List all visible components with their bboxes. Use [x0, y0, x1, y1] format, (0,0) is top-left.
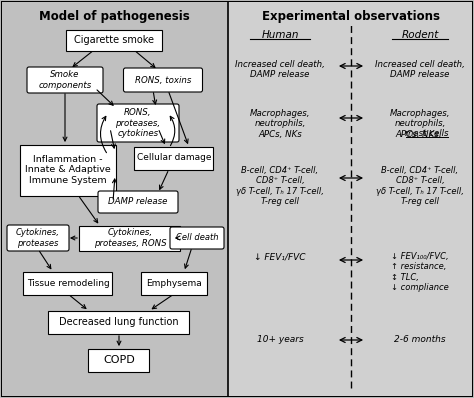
Text: Inflammation -
Innate & Adaptive
Immune System: Inflammation - Innate & Adaptive Immune … — [25, 155, 111, 185]
FancyBboxPatch shape — [89, 349, 149, 371]
Text: Smoke
components: Smoke components — [38, 70, 91, 90]
FancyBboxPatch shape — [124, 68, 202, 92]
Text: Macrophages,
neutrophils,
APCs, NKs,: Macrophages, neutrophils, APCs, NKs, — [390, 109, 450, 139]
Text: ↓ FEV₁/FVC: ↓ FEV₁/FVC — [254, 252, 306, 261]
Text: Tissue remodeling: Tissue remodeling — [27, 279, 109, 287]
Text: Macrophages,
neutrophils,
APCs, NKs: Macrophages, neutrophils, APCs, NKs — [250, 109, 310, 139]
FancyBboxPatch shape — [20, 144, 116, 195]
Text: mast cells: mast cells — [405, 129, 449, 138]
Text: Rodent: Rodent — [401, 30, 439, 40]
Text: 10+ years: 10+ years — [256, 335, 303, 344]
Text: 2-6 months: 2-6 months — [394, 335, 446, 344]
FancyBboxPatch shape — [170, 227, 224, 249]
FancyBboxPatch shape — [66, 29, 162, 51]
Text: Cigarette smoke: Cigarette smoke — [74, 35, 154, 45]
Text: Increased cell death,
DAMP release: Increased cell death, DAMP release — [235, 60, 325, 79]
FancyBboxPatch shape — [97, 104, 179, 142]
Bar — [228, 2, 472, 396]
Text: Cellular damage: Cellular damage — [137, 154, 211, 162]
FancyBboxPatch shape — [135, 146, 213, 170]
Text: COPD: COPD — [103, 355, 135, 365]
Text: Emphysema: Emphysema — [146, 279, 202, 287]
Text: RONS, toxins: RONS, toxins — [135, 76, 191, 84]
Text: Decreased lung function: Decreased lung function — [59, 317, 179, 327]
FancyBboxPatch shape — [24, 271, 112, 295]
Text: Cell death: Cell death — [176, 234, 218, 242]
FancyBboxPatch shape — [98, 191, 178, 213]
Text: Experimental observations: Experimental observations — [262, 10, 440, 23]
Text: ↓ FEV₁₀₀/FVC,
↑ resistance,
↕ TLC,
↓ compliance: ↓ FEV₁₀₀/FVC, ↑ resistance, ↕ TLC, ↓ com… — [391, 252, 449, 292]
Text: Increased cell death,
DAMP release: Increased cell death, DAMP release — [375, 60, 465, 79]
Text: Model of pathogenesis: Model of pathogenesis — [38, 10, 190, 23]
Text: DAMP release: DAMP release — [109, 197, 168, 207]
FancyBboxPatch shape — [141, 271, 207, 295]
FancyBboxPatch shape — [27, 67, 103, 93]
Text: Human: Human — [261, 30, 299, 40]
Text: B-cell, CD4⁺ T-cell,
CD8⁺ T-cell,
γδ T-cell, Tₕ 17 T-cell,
T-reg cell: B-cell, CD4⁺ T-cell, CD8⁺ T-cell, γδ T-c… — [236, 166, 324, 206]
Text: B-cell, CD4⁺ T-cell,
CD8⁺ T-cell,
γδ T-cell, Tₕ 17 T-cell,
T-reg cell: B-cell, CD4⁺ T-cell, CD8⁺ T-cell, γδ T-c… — [376, 166, 464, 206]
FancyBboxPatch shape — [80, 226, 181, 250]
Bar — [2, 2, 228, 396]
Text: Cytokines,
proteases: Cytokines, proteases — [16, 228, 60, 248]
FancyBboxPatch shape — [48, 310, 190, 334]
Text: Cytokines,
proteases, RONS: Cytokines, proteases, RONS — [94, 228, 166, 248]
FancyBboxPatch shape — [7, 225, 69, 251]
Text: RONS,
proteases,
cytokines: RONS, proteases, cytokines — [116, 108, 161, 138]
